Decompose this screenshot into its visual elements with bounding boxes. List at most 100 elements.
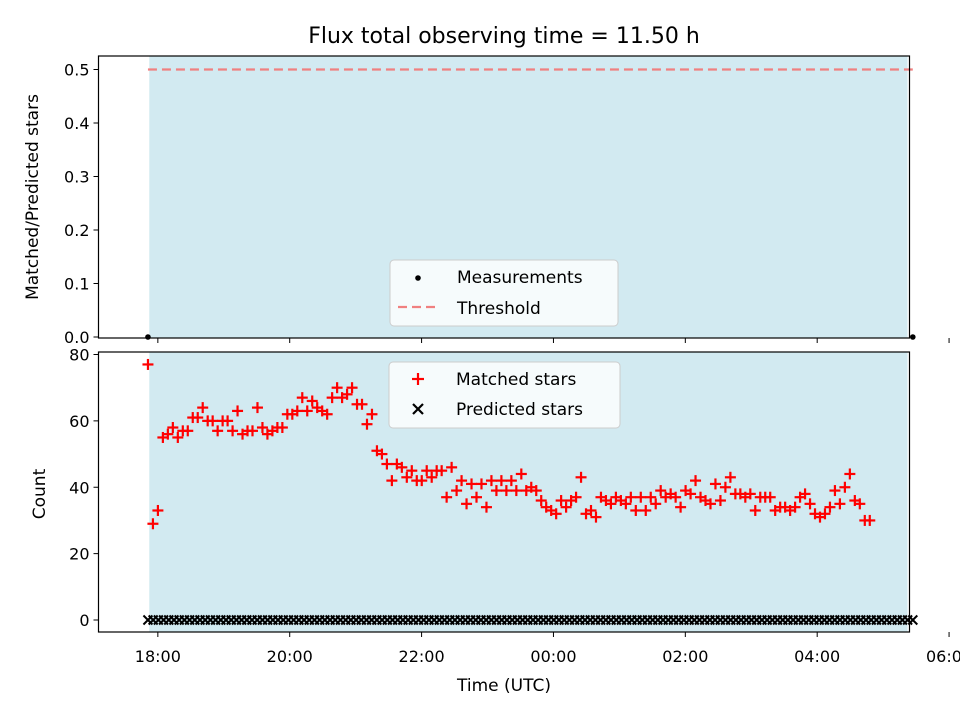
- top-y-tick-label: 0.1: [64, 275, 89, 294]
- matched-star-point: [301, 405, 313, 417]
- matched-star-point: [162, 428, 174, 440]
- matched-star-point: [585, 504, 597, 516]
- matched-star-point: [346, 382, 358, 394]
- matched-star-point: [560, 501, 572, 513]
- matched-star-point: [291, 405, 303, 417]
- matched-star-point: [685, 488, 697, 500]
- top-legend-box: [389, 259, 619, 327]
- matched-star-point: [461, 498, 473, 510]
- matched-star-point: [152, 504, 164, 516]
- matched-star-point: [406, 465, 418, 477]
- top-y-ticks: 0.0 0.1 0.2 0.3 0.4 0.5: [64, 61, 99, 347]
- matched-star-point: [321, 408, 333, 420]
- legend-measurements-label: Measurements: [457, 268, 583, 288]
- top-y-tick-label: 0.5: [64, 61, 89, 80]
- matched-star-point: [575, 471, 587, 483]
- matched-star-point: [744, 488, 756, 500]
- matched-star-point: [426, 471, 438, 483]
- matched-star-point: [296, 392, 308, 404]
- matched-star-point: [834, 498, 846, 510]
- top-y-tick-label: 0.0: [64, 328, 89, 347]
- matched-star-point: [396, 461, 408, 473]
- matched-star-point: [451, 485, 463, 497]
- x-tick-label: 06:00: [926, 647, 960, 666]
- bottom-y-tick-label: 80: [69, 346, 89, 365]
- matched-star-point: [326, 392, 338, 404]
- legend-predicted-label: Predicted stars: [456, 400, 583, 420]
- x-tick-label: 20:00: [267, 647, 313, 666]
- matched-star-point: [147, 518, 159, 530]
- matched-star-point: [475, 478, 487, 490]
- matched-star-point: [714, 495, 726, 507]
- matched-star-point: [466, 478, 478, 490]
- matched-star-point: [246, 425, 258, 437]
- matched-star-point: [570, 491, 582, 503]
- x-tick-label: 00:00: [530, 647, 576, 666]
- matched-star-point: [436, 465, 448, 477]
- matched-star-point: [222, 415, 234, 427]
- matched-star-point: [620, 498, 632, 510]
- matched-star-point: [356, 398, 368, 410]
- matched-star-point: [635, 491, 647, 503]
- matched-star-point: [441, 491, 453, 503]
- matched-star-point: [749, 504, 761, 516]
- matched-star-point: [256, 422, 268, 434]
- matched-star-point: [764, 491, 776, 503]
- legend-matched-marker: [412, 373, 424, 385]
- matched-star-point: [789, 501, 801, 513]
- matched-star-point: [829, 485, 841, 497]
- top-legend: Measurements Threshold: [389, 259, 619, 327]
- matched-star-point: [864, 514, 876, 526]
- predicted-stars-series: [142, 614, 919, 626]
- bottom-y-tick-label: 20: [69, 545, 89, 564]
- matched-star-point: [381, 458, 393, 470]
- chart-title: Flux total observing time = 11.50 h: [308, 24, 700, 49]
- legend-measurements-marker: [415, 275, 421, 281]
- top-y-tick-label: 0.4: [64, 114, 89, 133]
- matched-star-point: [227, 425, 239, 437]
- matched-star-point: [819, 508, 831, 520]
- matched-star-point: [456, 475, 468, 487]
- matched-star-point: [172, 431, 184, 443]
- matched-star-point: [650, 498, 662, 510]
- matched-star-point: [446, 461, 458, 473]
- matched-star-point: [505, 475, 517, 487]
- matched-star-point: [341, 388, 353, 400]
- matched-star-point: [839, 481, 851, 493]
- matched-star-point: [500, 485, 512, 497]
- bottom-y-tick-label: 40: [69, 478, 89, 497]
- matched-star-point: [485, 475, 497, 487]
- matched-star-point: [471, 491, 483, 503]
- matched-star-point: [167, 422, 179, 434]
- matched-star-point: [192, 412, 204, 424]
- matched-star-point: [724, 471, 736, 483]
- bottom-y-axis-label: Count: [30, 468, 50, 519]
- matched-star-point: [480, 501, 492, 513]
- matched-star-point: [142, 358, 154, 370]
- matched-star-point: [645, 491, 657, 503]
- matched-star-point: [605, 498, 617, 510]
- matched-star-point: [421, 465, 433, 477]
- legend-threshold-label: Threshold: [456, 299, 541, 319]
- matched-star-point: [401, 471, 413, 483]
- matched-star-point: [824, 501, 836, 513]
- matched-star-point: [182, 425, 194, 437]
- matched-star-point: [530, 485, 542, 497]
- matched-star-point: [799, 488, 811, 500]
- matched-star-point: [376, 448, 388, 460]
- matched-star-point: [709, 478, 721, 490]
- measurement-point: [909, 334, 916, 340]
- matched-star-point: [361, 418, 373, 430]
- matched-star-point: [704, 498, 716, 510]
- top-axes-frame: [97, 55, 911, 339]
- matched-star-point: [804, 498, 816, 510]
- matched-star-point: [590, 511, 602, 523]
- matched-star-point: [550, 508, 562, 520]
- matched-star-point: [232, 405, 244, 417]
- matched-star-point: [630, 504, 642, 516]
- measurement-point: [145, 334, 151, 340]
- matched-star-point: [251, 402, 263, 414]
- matched-star-point: [844, 468, 856, 480]
- bottom-x-ticks: 18:00 20:00 22:00 00:00 02:00 04:00 06:00: [135, 632, 960, 666]
